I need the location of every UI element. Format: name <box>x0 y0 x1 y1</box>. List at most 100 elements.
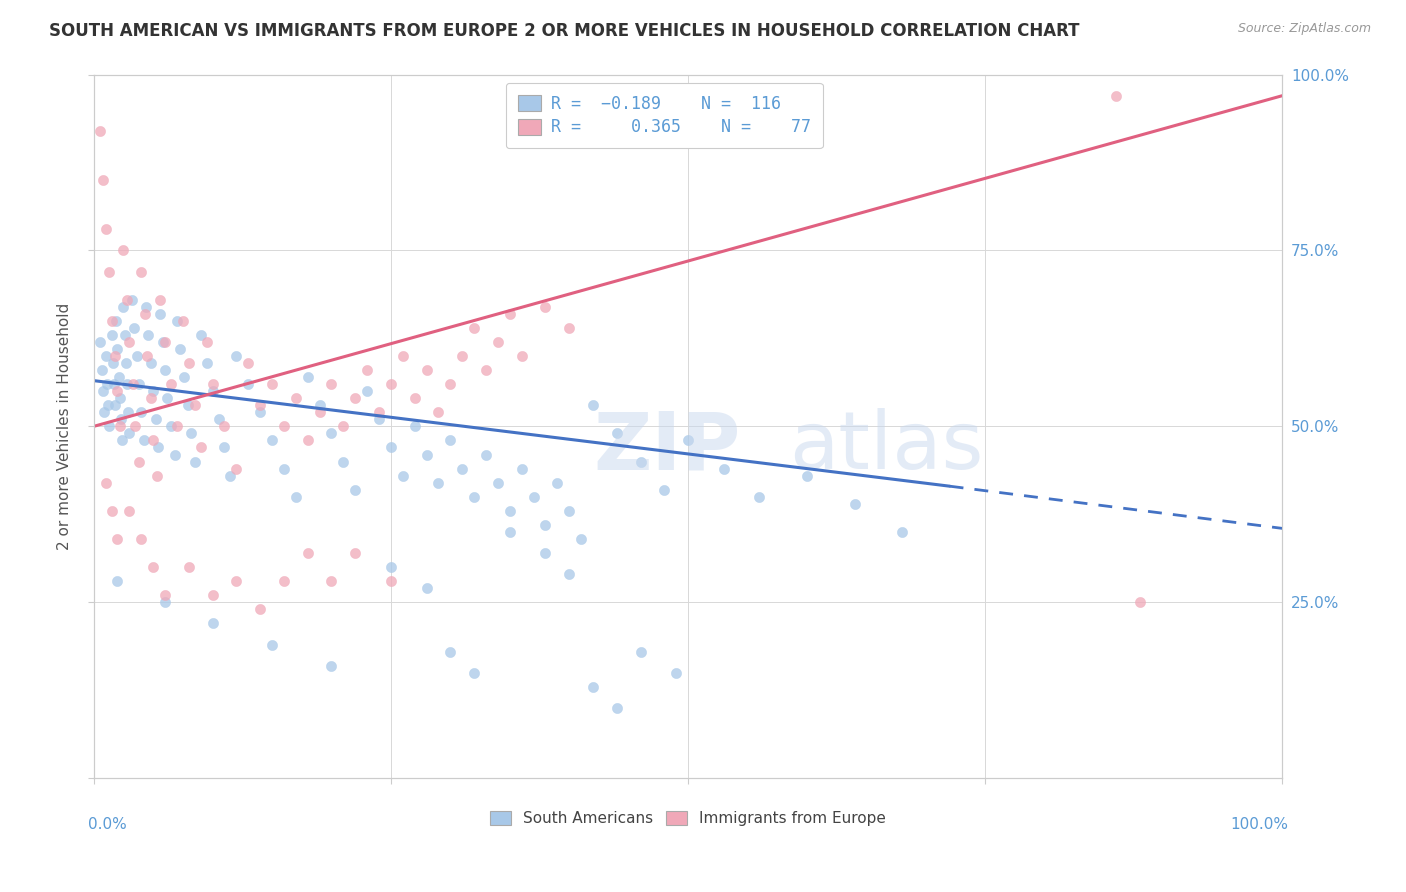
Point <box>249 602 271 616</box>
Point <box>121 293 143 307</box>
Point <box>391 468 413 483</box>
Point <box>332 419 354 434</box>
Point <box>169 342 191 356</box>
Point <box>93 405 115 419</box>
Point <box>534 300 557 314</box>
Point <box>630 454 652 468</box>
Point <box>297 434 319 448</box>
Point <box>128 377 150 392</box>
Point <box>356 363 378 377</box>
Point <box>207 412 229 426</box>
Point <box>463 490 485 504</box>
Point <box>308 398 330 412</box>
Point <box>129 264 152 278</box>
Point <box>139 391 162 405</box>
Point <box>114 327 136 342</box>
Point <box>91 173 114 187</box>
Point <box>115 377 138 392</box>
Point <box>94 222 117 236</box>
Point <box>558 504 581 518</box>
Point <box>569 532 592 546</box>
Point <box>173 370 195 384</box>
Point <box>100 327 122 342</box>
Point <box>427 475 450 490</box>
Point <box>132 434 155 448</box>
Point <box>91 384 114 399</box>
Point <box>415 363 437 377</box>
Point <box>558 321 581 335</box>
Point <box>107 574 129 589</box>
Point <box>606 701 628 715</box>
Point <box>214 441 236 455</box>
Point <box>249 398 271 412</box>
Point <box>118 426 141 441</box>
Point <box>195 356 218 370</box>
Point <box>380 377 402 392</box>
Point <box>499 307 522 321</box>
Point <box>344 391 367 405</box>
Point <box>273 419 295 434</box>
Point <box>153 334 176 349</box>
Point <box>273 461 295 475</box>
Point <box>1105 88 1128 103</box>
Point <box>129 532 152 546</box>
Point <box>475 363 498 377</box>
Point <box>112 300 135 314</box>
Point <box>260 434 283 448</box>
Point <box>534 517 557 532</box>
Text: Source: ZipAtlas.com: Source: ZipAtlas.com <box>1237 22 1371 36</box>
Point <box>160 377 183 392</box>
Point <box>176 398 198 412</box>
Point <box>499 524 522 539</box>
Point <box>98 419 121 434</box>
Point <box>177 560 200 574</box>
Point <box>100 504 122 518</box>
Point <box>108 419 131 434</box>
Point <box>297 546 319 560</box>
Point <box>118 334 141 349</box>
Point <box>190 327 212 342</box>
Point <box>214 419 236 434</box>
Point <box>100 314 122 328</box>
Point <box>117 405 139 419</box>
Point <box>308 405 330 419</box>
Legend: South Americans, Immigrants from Europe: South Americans, Immigrants from Europe <box>482 803 894 834</box>
Point <box>89 334 111 349</box>
Point <box>249 405 271 419</box>
Point <box>748 490 770 504</box>
Point <box>201 384 224 399</box>
Point <box>149 293 172 307</box>
Point <box>284 391 307 405</box>
Point <box>177 356 200 370</box>
Point <box>139 356 162 370</box>
Point <box>391 349 413 363</box>
Point <box>582 680 605 694</box>
Text: 0.0%: 0.0% <box>87 817 127 832</box>
Point <box>475 448 498 462</box>
Point <box>260 377 283 392</box>
Point <box>107 370 129 384</box>
Point <box>201 588 224 602</box>
Point <box>108 391 131 405</box>
Point <box>284 490 307 504</box>
Point <box>153 363 176 377</box>
Point <box>89 124 111 138</box>
Point <box>142 384 165 399</box>
Point <box>404 419 426 434</box>
Point <box>134 307 156 321</box>
Point <box>380 441 402 455</box>
Point <box>180 426 202 441</box>
Point <box>344 546 367 560</box>
Point <box>94 349 117 363</box>
Point <box>94 475 117 490</box>
Point <box>138 327 160 342</box>
Point <box>510 349 533 363</box>
Point <box>606 426 628 441</box>
Point <box>451 349 474 363</box>
Point <box>201 377 224 392</box>
Point <box>238 356 260 370</box>
Point <box>156 391 179 405</box>
Point <box>297 370 319 384</box>
Point <box>321 377 343 392</box>
Point <box>380 574 402 589</box>
